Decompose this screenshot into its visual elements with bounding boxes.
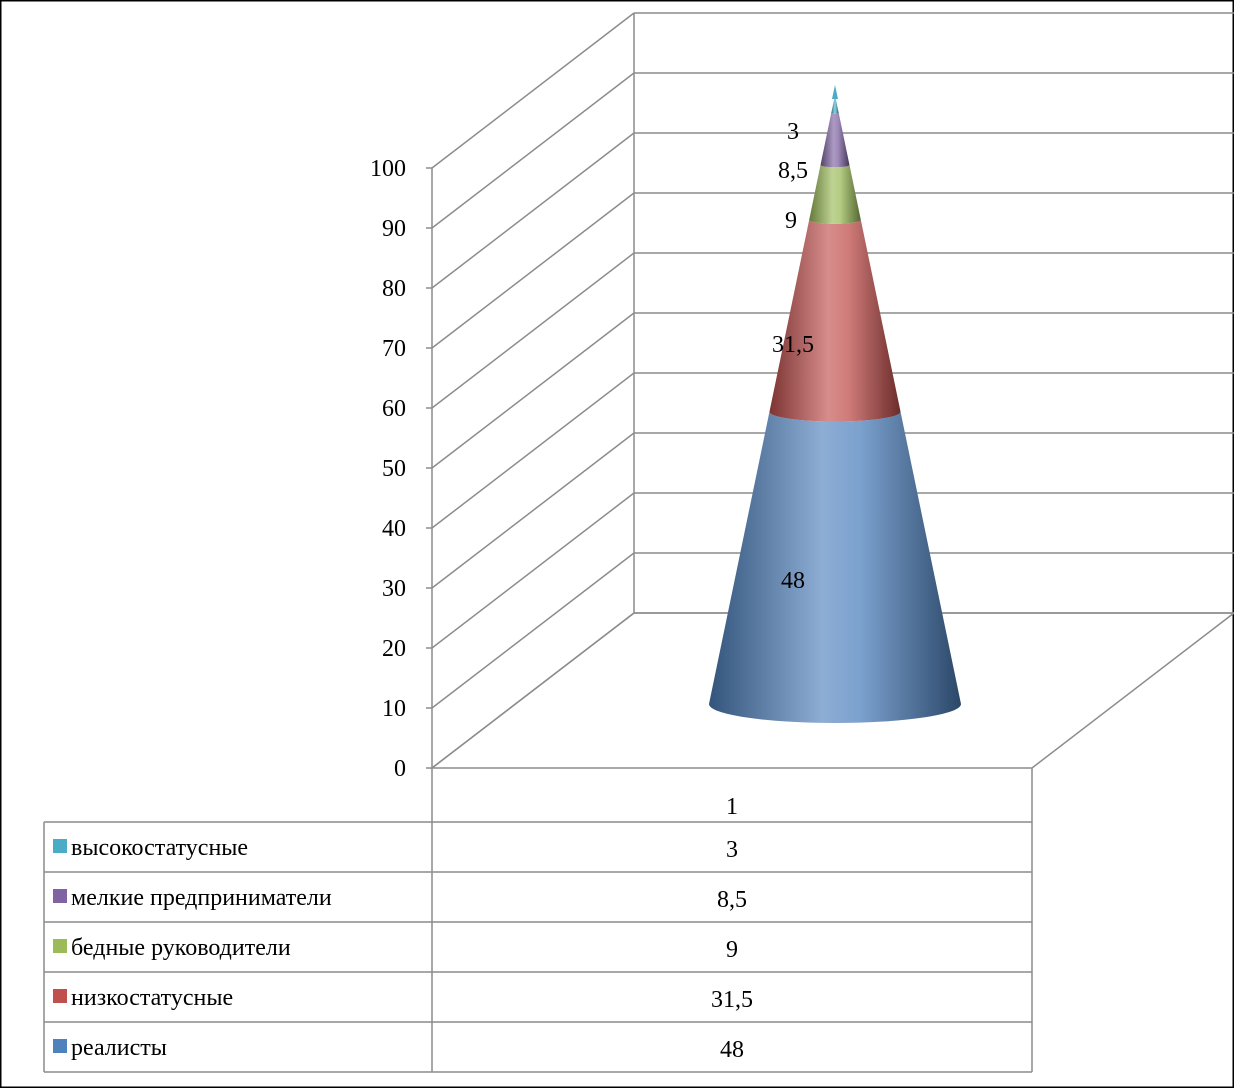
data-label: 3: [787, 119, 799, 145]
side-gridline: [431, 12, 635, 169]
side-gridline: [431, 252, 635, 409]
legend-key: [53, 889, 67, 903]
data-label: 9: [785, 208, 797, 234]
y-tick-label: 60: [382, 396, 406, 422]
y-tick-label: 0: [394, 756, 406, 782]
y-tick-label: 90: [382, 216, 406, 242]
cone-segment: [809, 165, 861, 224]
side-gridline: [431, 312, 635, 469]
side-gridline: [431, 492, 635, 649]
legend-key: [53, 1039, 67, 1053]
legend-key: [53, 939, 67, 953]
cone-segment: [769, 219, 901, 422]
y-tick-label: 100: [370, 156, 406, 182]
data-label: 8,5: [778, 158, 808, 184]
table-row-name: мелкие предприниматели: [71, 885, 332, 911]
side-gridline: [431, 132, 635, 289]
legend-key: [53, 989, 67, 1003]
y-tick-label: 80: [382, 276, 406, 302]
y-tick-label: 20: [382, 636, 406, 662]
y-tick-label: 70: [382, 336, 406, 362]
table-row-value: 31,5: [711, 987, 753, 1013]
side-gridline: [431, 192, 635, 349]
table-row-name: бедные руководители: [71, 935, 291, 961]
table-header-category: 1: [726, 794, 738, 820]
cone-segment: [831, 95, 839, 114]
table-row-name: высокостатусные: [71, 835, 248, 861]
side-gridline: [431, 552, 635, 709]
table-row-name: низкостатусные: [71, 985, 233, 1011]
data-label: 48: [781, 568, 805, 594]
chart-floor: [429, 612, 1234, 769]
y-tick-label: 50: [382, 456, 406, 482]
cone-segment: [709, 411, 961, 723]
cone-tip: [832, 85, 838, 99]
y-tick-label: 40: [382, 516, 406, 542]
legend-key: [53, 839, 67, 853]
table-row-name: реалисты: [71, 1035, 167, 1061]
y-tick-label: 30: [382, 576, 406, 602]
table-row-value: 8,5: [717, 887, 747, 913]
side-gridline: [431, 72, 635, 229]
table-row-value: 48: [720, 1037, 744, 1063]
data-label: 31,5: [772, 332, 814, 358]
table-row-value: 9: [726, 937, 738, 963]
cone-segment: [820, 113, 850, 168]
y-tick-label: 10: [382, 696, 406, 722]
side-gridline: [431, 372, 635, 529]
table-row-value: 3: [726, 837, 738, 863]
side-gridline: [431, 432, 635, 589]
